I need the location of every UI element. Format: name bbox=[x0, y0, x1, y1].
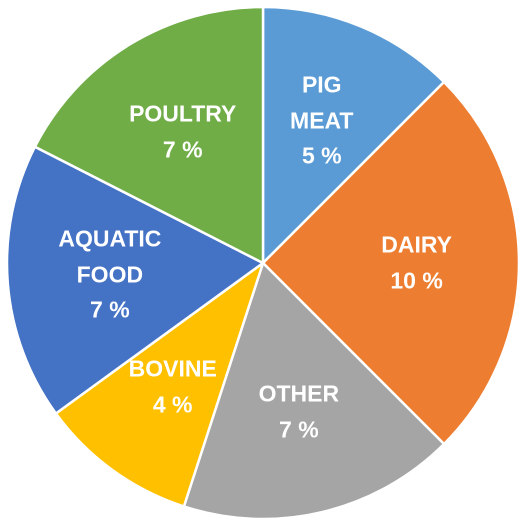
slice-label: BOVINE 4 % bbox=[93, 352, 253, 423]
slice-label: POULTRY 7 % bbox=[103, 96, 263, 167]
pie-slice bbox=[33, 5, 265, 266]
value-label: 10 % bbox=[390, 267, 443, 293]
value-label: 4 % bbox=[152, 391, 193, 418]
category-label: OTHER bbox=[258, 380, 340, 407]
slice-label: DAIRY 10 % bbox=[337, 227, 497, 298]
value-label: 7 % bbox=[90, 296, 130, 323]
category-label: PIG MEAT bbox=[290, 71, 354, 134]
pie-slice bbox=[261, 5, 446, 267]
pie-slice bbox=[54, 259, 266, 509]
category-label: BOVINE bbox=[128, 355, 217, 382]
slice-label: AQUATIC FOOD 7 % bbox=[30, 222, 190, 329]
pie-slice bbox=[182, 260, 446, 521]
value-label: 5 % bbox=[301, 142, 342, 169]
category-label: DAIRY bbox=[381, 231, 452, 258]
slice-label: PIG MEAT 5 % bbox=[242, 68, 402, 175]
category-label: AQUATIC FOOD bbox=[58, 225, 162, 288]
value-label: 7 % bbox=[162, 136, 203, 163]
pie-slice bbox=[5, 145, 266, 416]
category-label: POULTRY bbox=[129, 100, 237, 127]
pie-slice bbox=[261, 80, 521, 446]
slice-label: OTHER 7 % bbox=[219, 377, 379, 448]
value-label: 7 % bbox=[279, 416, 319, 443]
